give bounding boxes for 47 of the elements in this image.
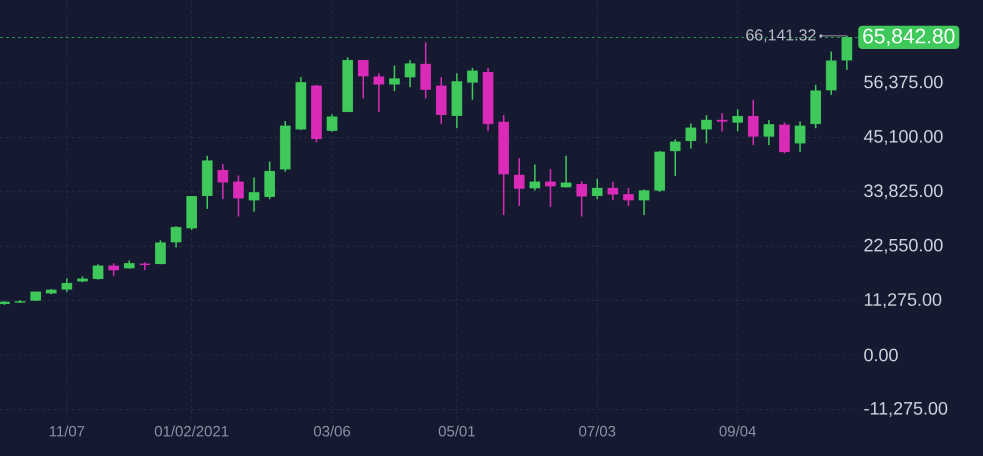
candlestick	[716, 112, 728, 132]
candlestick	[170, 225, 182, 248]
x-tick-label: 09/04	[720, 426, 756, 436]
candlestick	[374, 72, 384, 113]
candlestick	[623, 187, 634, 207]
candlestick	[530, 164, 540, 192]
y-tick-label: -11,275.00	[864, 402, 948, 417]
y-tick-label: 22,550.00	[864, 238, 943, 254]
annotation: 66,141.32	[746, 29, 816, 42]
ref-line-label: 65,842.80	[863, 28, 954, 46]
candlestick	[326, 114, 338, 132]
candlestick	[62, 278, 72, 293]
y-tick-label: 56,375.00	[864, 76, 943, 90]
candlestick	[732, 108, 743, 132]
candlestick	[608, 181, 618, 201]
candlestick	[686, 122, 696, 150]
candlestick	[467, 67, 478, 101]
candlestick	[218, 163, 228, 200]
candlestick	[794, 120, 806, 153]
y-tick-label: 0.00	[864, 348, 898, 362]
y-tick-label: 11,275.00	[864, 293, 942, 308]
y-tick-label: 33,825.00	[864, 184, 943, 200]
candlestick	[92, 264, 104, 280]
y-tick-label: 45,100.00	[864, 130, 943, 145]
candlestick	[358, 59, 369, 100]
candlestick	[576, 180, 587, 218]
candlestick	[108, 262, 119, 277]
candlestick	[155, 239, 166, 266]
candlestick	[233, 174, 244, 218]
candlestick	[592, 178, 603, 200]
candlestick	[748, 99, 759, 146]
candlestick	[560, 154, 572, 188]
candlestick	[30, 291, 41, 302]
candlestick	[545, 168, 556, 208]
x-tick-label: 05/01	[438, 426, 475, 436]
candlestick	[389, 64, 400, 92]
x-tick-label: 07/03	[579, 426, 616, 436]
candlestick	[248, 176, 260, 212]
candlestick	[514, 157, 525, 207]
x-tick-label: 01/02/2021	[154, 426, 228, 436]
candlestick	[670, 138, 681, 177]
candlestick	[764, 119, 774, 146]
x-tick-label: 03/06	[314, 426, 350, 436]
candlestick	[638, 188, 650, 216]
x-tick-label: 11/07	[50, 426, 84, 436]
candlestick	[404, 59, 416, 88]
candlestick	[701, 114, 712, 144]
